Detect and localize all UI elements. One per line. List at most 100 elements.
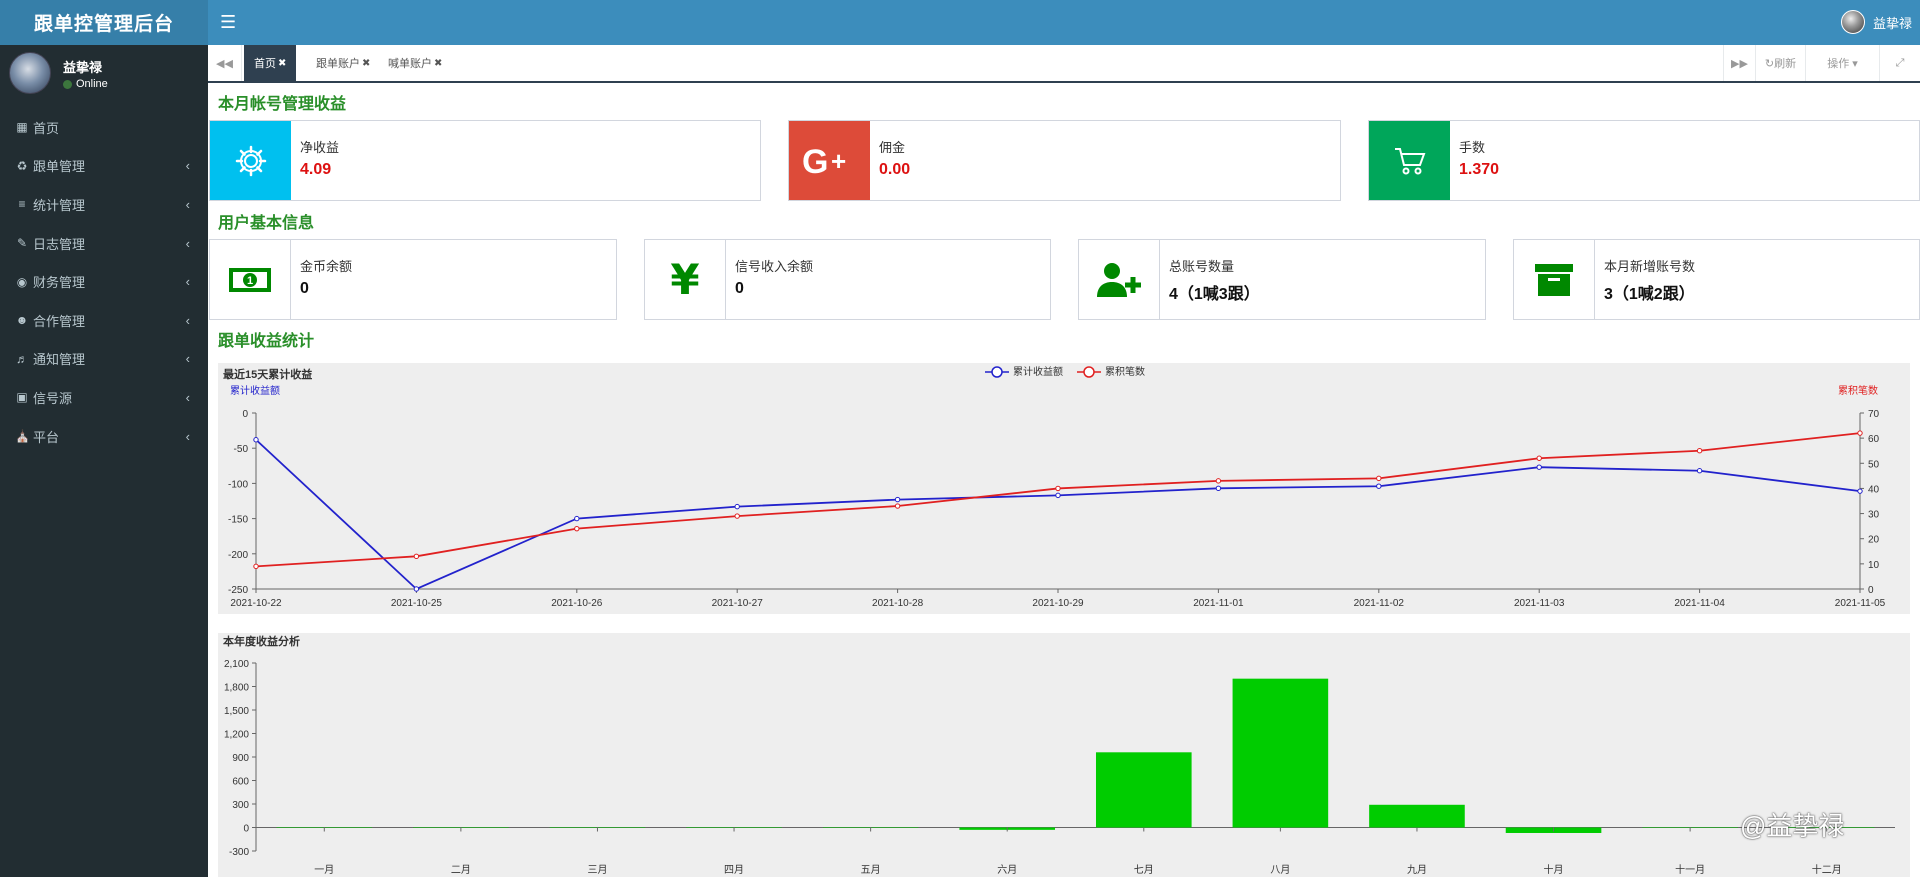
x-tick-label: 2021-10-22 [230,598,282,609]
sidebar: 益挚禄 Online ▦ 首页 ♻ 跟单管理 ‹ ≡ 统计管理 ‹ ✎ 日志管理 ‹ ◉ 财务管… [0,45,208,877]
archive-icon [1514,240,1595,319]
data-point [1376,483,1382,489]
bar [1369,804,1465,828]
info-box-value: 1.370 [1459,161,1500,178]
svg-text:G: G [802,144,828,178]
x-tick-label: 2021-11-01 [1193,598,1244,609]
operations-label: 操作 [1827,58,1850,70]
tabs-bar: ◀◀ 首页 ✖ 跟单账户 ✖ 喊单账户 ✖ ▶▶ ↻ 刷新 操作 ▾ ⤢ [208,45,1920,83]
x-tick-label: 四月 [724,864,744,876]
status-text: Online [76,78,108,90]
data-point [1215,485,1222,492]
data-point [1536,464,1542,470]
info-box-signal-income: ¥ 信号收入余额 0 [644,239,1051,320]
bar-chart-panel: 本年度收益分析 2,100 1,800 1,500 1,200 900 600 300 0 -30… [218,633,1910,877]
x-tick-label: 2021-10-27 [712,598,764,609]
chevron-left-icon: ‹ [185,312,190,328]
y-tick-label: 1,800 [224,683,249,694]
sidebar-item-home[interactable]: ▦ 首页 [0,108,208,147]
data-point [574,525,580,532]
x-tick-label: 2021-11-03 [1514,598,1565,609]
y-tick-label: 300 [232,800,249,811]
refresh-button[interactable]: ↻ 刷新 [1755,45,1805,81]
chevron-left-icon: ‹ [185,274,190,290]
y-tick-label: 600 [232,777,249,788]
tab-home[interactable]: 首页 ✖ [244,45,297,81]
sidebar-item-label: 财务管理 [33,275,86,291]
close-icon[interactable]: ✖ [434,57,443,69]
fullscreen-button[interactable]: ⤢ [1879,45,1920,81]
data-point [894,503,901,509]
backward-icon: ◀◀ [216,57,233,70]
shopping-cart-icon [1369,121,1450,200]
user-plus-icon [1079,240,1160,319]
sidebar-item-platform[interactable]: ⛪ 平台 ‹ [0,417,208,456]
sidebar-item-finance[interactable]: ◉ 财务管理 ‹ [0,262,208,301]
y-tick-label-left: 0 [242,409,248,420]
y-tick-label-right: 20 [1868,535,1880,546]
tab-follow-accounts[interactable]: 跟单账户 ✖ [306,45,380,81]
y-axis-label-left: 累计收益额 [230,384,280,397]
sidebar-item-follow[interactable]: ♻ 跟单管理 ‹ [0,147,208,186]
sidebar-item-partner[interactable]: ☻ 合作管理 ‹ [0,301,208,340]
x-tick-label: 2021-11-04 [1674,598,1725,609]
data-point [253,437,259,443]
info-box-label: 金币余额 [300,259,353,274]
close-icon[interactable]: ✖ [362,57,371,69]
bar-chart: 本年度收益分析 2,100 1,800 1,500 1,200 900 600 300 0 -30… [223,634,1895,876]
sidebar-item-logs[interactable]: ✎ 日志管理 ‹ [0,224,208,263]
section-title-monthly: 本月帐号管理收益 [218,96,347,113]
line-chart-panel: 最近15天累计收益 累计收益额 累积笔数 累计收益额 累积笔数 0 -50 -100 -150-… [218,363,1910,614]
x-tick-label: 2021-10-25 [391,598,443,609]
top-user-menu[interactable]: 益挚禄 [1840,10,1912,34]
x-tick-label: 十月 [1544,863,1564,876]
y-tick-label-right: 70 [1868,409,1880,420]
top-username: 益挚禄 [1872,15,1912,31]
x-tick-label: 八月 [1270,864,1290,876]
close-icon[interactable]: ✖ [278,57,287,69]
y-tick-label-right: 50 [1868,459,1880,470]
info-box-value: 0.00 [879,161,911,178]
info-box-lots: 手数 1.370 [1368,120,1920,201]
users-icon: ☻ [15,313,29,328]
data-point [1857,488,1863,494]
tab-label: 跟单账户 [316,58,360,70]
info-box-coin-balance: 1 金币余额 0 [209,239,617,320]
money-icon: ◉ [16,274,28,289]
operations-dropdown[interactable]: 操作 ▾ [1805,45,1879,81]
info-box-value: 4.09 [300,161,332,178]
expand-icon: ⤢ [1895,56,1905,69]
y-tick-label: -300 [229,847,249,858]
tabs-scroll-right-button[interactable]: ▶▶ [1723,45,1755,81]
data-point [1696,468,1703,474]
sliders-icon: ≡ [18,197,26,212]
data-point [1215,478,1222,484]
sidebar-item-signal[interactable]: ▣ 信号源 ‹ [0,378,208,417]
legend-label: 累积笔数 [1105,365,1145,378]
sidebar-item-stats[interactable]: ≡ 统计管理 ‹ [0,185,208,224]
refresh-label: 刷新 [1774,58,1797,70]
info-box-label: 信号收入余额 [735,259,814,274]
recycle-icon: ♻ [16,158,28,173]
info-box-value: 4（1喊3跟） [1169,286,1260,303]
chevron-left-icon: ‹ [185,428,190,444]
hamburger-icon[interactable]: ☰ [220,12,237,32]
avatar [1840,10,1865,34]
app-logo-title[interactable]: 跟单控管理后台 [0,0,208,45]
x-tick-label: 三月 [587,864,607,876]
series-line [255,432,1861,568]
google-plus-icon: G + [789,121,870,200]
x-tick-label: 二月 [451,864,471,876]
svg-text:+: + [831,146,846,176]
x-tick-label: 2021-11-05 [1835,598,1886,609]
yen-icon: ¥ [645,240,726,319]
data-point [1055,485,1061,492]
tabs-scroll-left-button[interactable]: ◀◀ [208,45,242,81]
svg-text:1: 1 [247,275,253,287]
tab-signal-accounts[interactable]: 喊单账户 ✖ [378,45,452,81]
sidebar-item-notice[interactable]: ♬ 通知管理 ‹ [0,340,208,379]
user-name: 益挚禄 [63,60,103,75]
sidebar-item-label: 统计管理 [33,197,86,213]
